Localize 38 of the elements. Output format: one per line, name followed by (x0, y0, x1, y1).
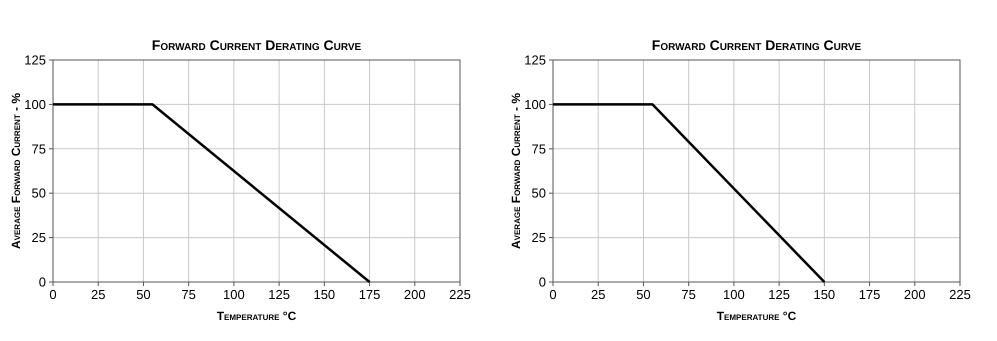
x-tick-label: 0 (549, 287, 557, 302)
y-tick-label: 0 (538, 274, 546, 290)
x-tick-label: 0 (49, 287, 57, 302)
chart-title: Forward Current Derating Curve (652, 37, 862, 53)
x-tick-label: 125 (768, 287, 790, 302)
x-tick-label: 100 (223, 287, 245, 302)
x-tick-label: 75 (681, 287, 696, 302)
x-axis-title: Temperature °C (216, 309, 297, 323)
y-axis-title: Average Forward Current - % (509, 92, 523, 250)
x-tick-label: 225 (449, 287, 471, 302)
x-tick-label: 150 (813, 287, 836, 302)
x-tick-label: 150 (313, 287, 336, 302)
x-axis-title: Temperature °C (716, 309, 797, 323)
y-tick-label: 100 (24, 96, 46, 112)
y-tick-label: 25 (32, 230, 46, 246)
x-tick-label: 50 (636, 287, 651, 302)
y-tick-label: 75 (32, 141, 46, 156)
y-tick-label: 50 (532, 186, 546, 201)
y-tick-label: 0 (38, 274, 46, 290)
y-tick-label: 75 (532, 141, 546, 156)
x-tick-label: 75 (181, 287, 196, 302)
x-tick-label: 100 (723, 287, 745, 302)
x-tick-label: 125 (268, 287, 290, 302)
y-tick-label: 125 (24, 52, 46, 68)
x-tick-label: 25 (590, 287, 606, 302)
y-axis-title: Average Forward Current - % (9, 92, 23, 250)
x-tick-label: 50 (136, 287, 151, 302)
y-tick-label: 50 (32, 186, 46, 201)
x-tick-label: 25 (90, 287, 106, 302)
y-tick-label: 25 (532, 230, 546, 246)
x-tick-label: 200 (904, 287, 926, 302)
x-tick-label: 175 (358, 287, 380, 302)
y-tick-label: 125 (524, 52, 546, 68)
y-tick-label: 100 (524, 96, 546, 112)
x-tick-label: 225 (949, 287, 971, 302)
chart-title: Forward Current Derating Curve (152, 37, 362, 53)
x-tick-label: 175 (858, 287, 880, 302)
x-tick-label: 200 (404, 287, 426, 302)
